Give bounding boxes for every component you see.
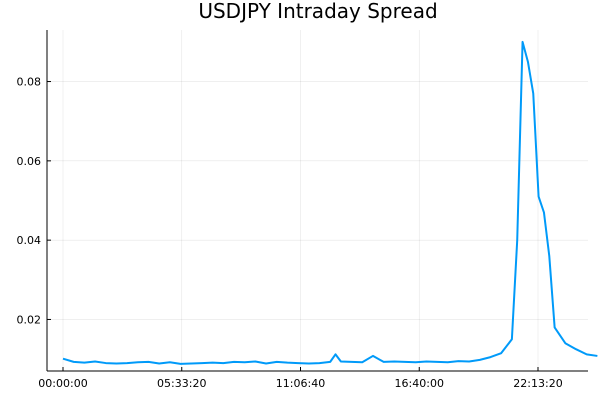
ticks: 00:00:00 05:33:20 11:06:40 16:40:00 22:13:20… [17,76,563,390]
x-tick-label: 22:13:20 [513,377,562,390]
x-tick-label: 05:33:20 [157,377,206,390]
series-line [62,40,598,365]
x-tick-label: 16:40:00 [395,377,444,390]
y-tick-label: 0.08 [17,76,42,89]
axes [46,30,588,372]
x-tick-label: 00:00:00 [38,377,87,390]
x-tick-label: 11:06:40 [276,377,325,390]
chart-title: USDJPY Intraday Spread [198,0,437,23]
y-tick-label: 0.02 [17,313,42,326]
y-tick-label: 0.04 [17,234,42,247]
series-group [62,40,598,365]
y-tick-label: 0.06 [17,155,42,168]
grid [47,30,588,371]
